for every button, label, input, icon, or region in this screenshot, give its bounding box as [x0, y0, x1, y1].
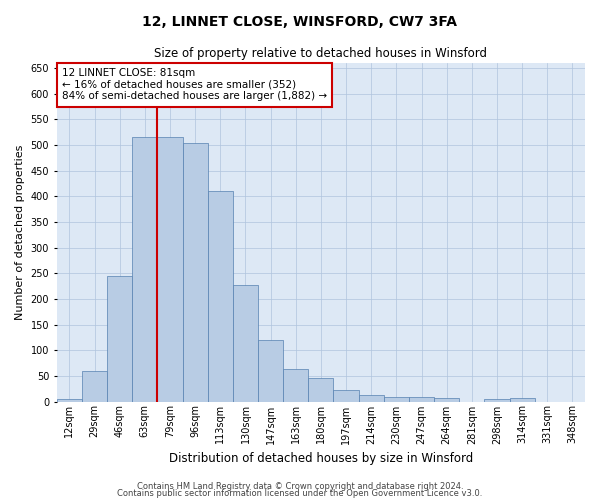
- Bar: [82, 370, 107, 402]
- X-axis label: Distribution of detached houses by size in Winsford: Distribution of detached houses by size …: [169, 452, 473, 465]
- Bar: [434, 398, 459, 402]
- Bar: [182, 142, 208, 402]
- Text: 12, LINNET CLOSE, WINSFORD, CW7 3FA: 12, LINNET CLOSE, WINSFORD, CW7 3FA: [143, 15, 458, 29]
- Bar: [258, 340, 283, 402]
- Bar: [384, 397, 409, 402]
- Bar: [283, 369, 308, 402]
- Bar: [484, 399, 509, 402]
- Bar: [409, 397, 434, 402]
- Bar: [107, 276, 132, 402]
- Bar: [132, 138, 157, 402]
- Bar: [308, 378, 334, 402]
- Y-axis label: Number of detached properties: Number of detached properties: [15, 144, 25, 320]
- Bar: [57, 399, 82, 402]
- Text: 12 LINNET CLOSE: 81sqm
← 16% of detached houses are smaller (352)
84% of semi-de: 12 LINNET CLOSE: 81sqm ← 16% of detached…: [62, 68, 327, 102]
- Text: Contains public sector information licensed under the Open Government Licence v3: Contains public sector information licen…: [118, 489, 482, 498]
- Title: Size of property relative to detached houses in Winsford: Size of property relative to detached ho…: [154, 48, 487, 60]
- Text: Contains HM Land Registry data © Crown copyright and database right 2024.: Contains HM Land Registry data © Crown c…: [137, 482, 463, 491]
- Bar: [359, 395, 384, 402]
- Bar: [233, 284, 258, 402]
- Bar: [157, 138, 182, 402]
- Bar: [334, 390, 359, 402]
- Bar: [509, 398, 535, 402]
- Bar: [208, 192, 233, 402]
